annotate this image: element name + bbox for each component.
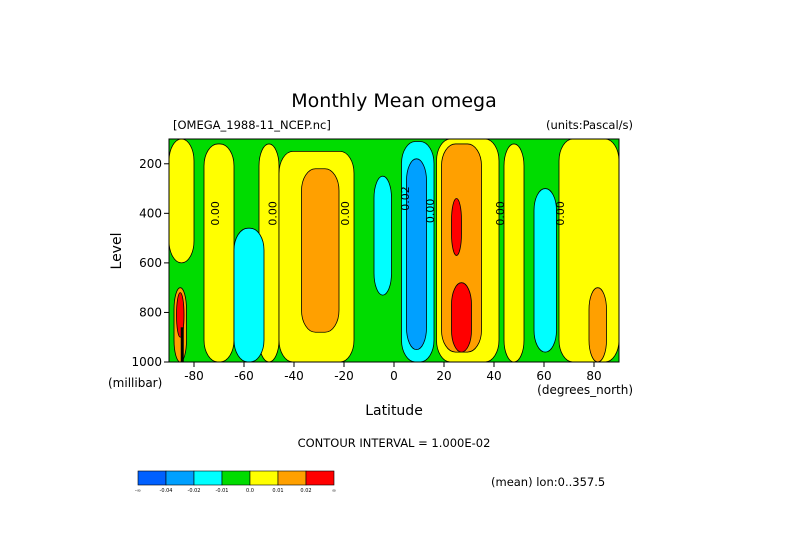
contour-region-red xyxy=(451,198,462,256)
x-tick-label: -20 xyxy=(334,369,354,383)
y-tick-label: 200 xyxy=(139,157,162,171)
y-units-label: (millibar) xyxy=(108,376,162,390)
contour-region-yellow xyxy=(203,143,235,362)
colorbar-swatch xyxy=(277,470,307,486)
contour-region-lightblue xyxy=(406,158,427,351)
colorbar-swatch xyxy=(305,470,335,486)
contour-region-red xyxy=(451,282,472,353)
contour-interval-label: CONTOUR INTERVAL = 1.000E-02 xyxy=(298,436,491,450)
contour-label: 0.00 xyxy=(554,201,567,226)
colorbar-swatch xyxy=(165,470,195,486)
colorbar-label: -0.01 xyxy=(216,488,229,494)
contour-region-orange xyxy=(588,287,607,362)
contour-region-red xyxy=(176,292,185,338)
units-label: (units:Pascal/s) xyxy=(546,118,633,132)
contour-region-cyan xyxy=(533,188,557,353)
x-tick-label: -60 xyxy=(234,369,254,383)
contour-label: 0.00 xyxy=(209,201,222,226)
colorbar-label: 0.0 xyxy=(246,488,254,494)
colorbar-label: -0.02 xyxy=(188,488,201,494)
colorbar-label: 0.01 xyxy=(272,488,283,494)
source-file-label: [OMEGA_1988-11_NCEP.nc] xyxy=(173,118,331,132)
colorbar: -∞ -0.04 -0.02 -0.01 0.0 0.01 0.02 ∞ xyxy=(135,470,336,494)
contour-label: 0.00 xyxy=(267,201,280,226)
colorbar-swatch xyxy=(137,470,167,486)
contour-label: 0.02 xyxy=(399,186,412,211)
y-axis-label: Level xyxy=(109,233,125,270)
x-tick-label: 0 xyxy=(390,369,398,383)
colorbar-label: -0.04 xyxy=(160,488,173,494)
colorbar-label: -∞ xyxy=(135,488,141,494)
longitude-range-label: (mean) lon:0..357.5 xyxy=(491,475,605,489)
chart-title: Monthly Mean omega xyxy=(291,90,496,112)
contour-region-yellow xyxy=(169,139,195,264)
x-axis-label: Latitude xyxy=(365,403,423,419)
contour-region-orange xyxy=(301,168,340,333)
colorbar-swatch xyxy=(193,470,223,486)
contour-region-cyan xyxy=(373,175,392,296)
y-tick-label: 1000 xyxy=(131,355,162,369)
colorbar-swatch xyxy=(221,470,251,486)
colorbar-label: 0.02 xyxy=(300,488,311,494)
contour-region-yellow xyxy=(503,143,525,362)
contour-label: 0.00 xyxy=(494,201,507,226)
x-tick-label: 60 xyxy=(536,369,551,383)
contour-region-cyan xyxy=(233,227,265,362)
surface-mask xyxy=(180,327,184,362)
y-tick-label: 600 xyxy=(139,256,162,270)
x-tick-label: 20 xyxy=(436,369,451,383)
x-tick-label: -80 xyxy=(184,369,204,383)
x-tick-label: 80 xyxy=(586,369,601,383)
contour-label: 0.00 xyxy=(424,199,437,224)
colorbar-label: ∞ xyxy=(332,488,336,494)
y-tick-label: 800 xyxy=(139,305,162,319)
colorbar-swatch xyxy=(249,470,279,486)
x-tick-label: 40 xyxy=(486,369,501,383)
contour-label: 0.00 xyxy=(339,201,352,226)
y-tick-label: 400 xyxy=(139,206,162,220)
x-units-label: (degrees_north) xyxy=(537,383,633,397)
x-tick-label: -40 xyxy=(284,369,304,383)
plot-area: 0.00 0.00 0.00 0.02 0.00 0.00 0.00 xyxy=(169,139,619,362)
